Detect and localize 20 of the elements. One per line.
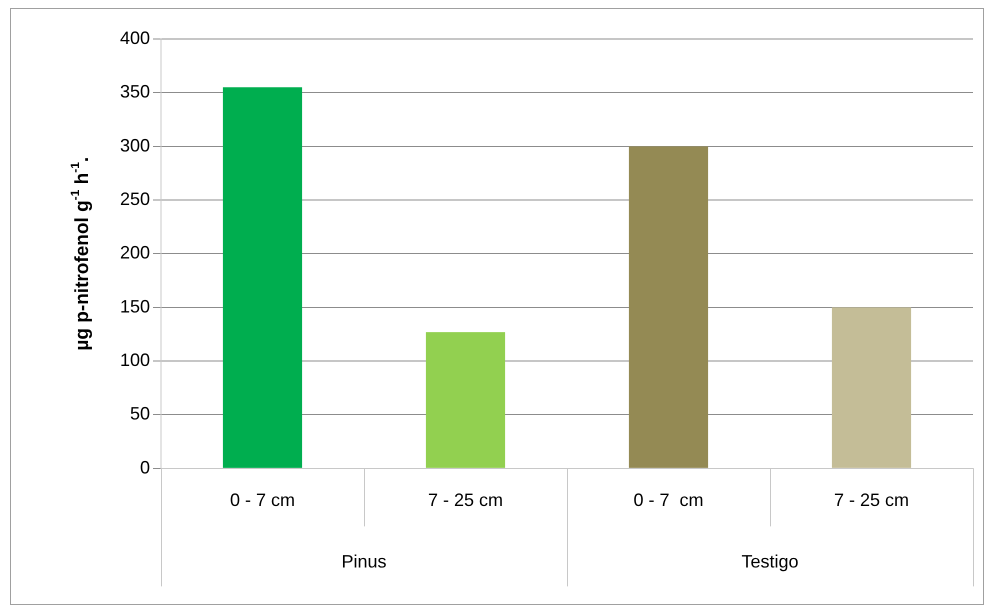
bar xyxy=(426,332,506,468)
y-tick-label: 200 xyxy=(120,242,150,263)
y-tick-label: 150 xyxy=(120,296,150,316)
bar xyxy=(628,146,708,468)
y-tick-label: 300 xyxy=(120,135,150,156)
text: Testigo xyxy=(741,551,799,572)
y-tick-label: 100 xyxy=(120,350,150,370)
bar xyxy=(222,87,302,468)
bar xyxy=(832,307,912,468)
y-tick-label: 250 xyxy=(120,188,150,209)
text: Pinus xyxy=(341,551,387,572)
y-tick-label: 0 xyxy=(140,457,150,478)
x-tick-label: 7 - 25 cm xyxy=(834,490,910,510)
x-tick-label: 7 - 25 cm xyxy=(428,490,504,510)
y-axis-title: µg p-nitrofenol g-1 h-1. xyxy=(68,156,93,351)
y-tick-label: 50 xyxy=(130,404,150,424)
x-tick-label: 0 - 7 cm xyxy=(230,490,296,510)
x-tick-label: 0 - 7 cm xyxy=(633,490,704,510)
y-tick-label: 400 xyxy=(120,28,150,48)
y-tick-label: 350 xyxy=(120,82,150,102)
